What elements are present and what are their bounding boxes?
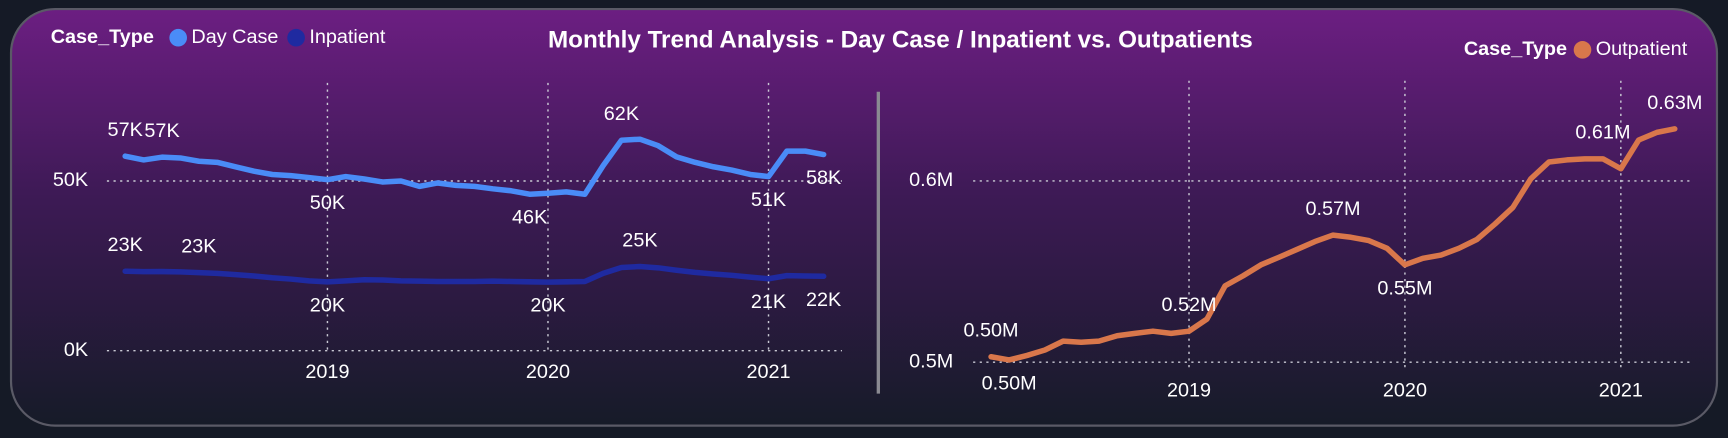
legend-marker (287, 28, 305, 47)
legend-marker (169, 28, 188, 47)
data-label: 58K (806, 167, 841, 189)
data-label: 20K (530, 295, 565, 317)
x-tick-label: 2021 (746, 361, 790, 383)
series-line (122, 263, 827, 285)
data-label: 20K (310, 294, 345, 316)
data-label: 0.61M (1575, 122, 1630, 144)
y-tick-label: 50K (53, 169, 88, 191)
legend-label: Inpatient (309, 26, 386, 48)
data-label: 0.52M (1161, 294, 1216, 316)
data-label: 23K (181, 236, 216, 258)
data-label: 0.50M (982, 372, 1037, 394)
data-label: 23K (108, 234, 143, 256)
data-label: 21K (751, 291, 786, 313)
x-tick-label: 2019 (1167, 380, 1211, 402)
y-tick-label: 0K (64, 339, 88, 361)
card (9, 7, 1719, 427)
data-label: 50K (310, 192, 345, 214)
data-label: 57K (144, 120, 179, 142)
data-label: 0.63M (1647, 92, 1702, 114)
y-tick-label: 0.5M (909, 350, 953, 372)
legend-title: Case_Type (1464, 38, 1567, 60)
data-label: 0.57M (1305, 198, 1360, 220)
legend-title: Case_Type (51, 26, 154, 48)
data-label: 0.50M (963, 320, 1018, 342)
x-tick-label: 2020 (1383, 380, 1427, 402)
legend-label: Day Case (191, 26, 278, 48)
legend-marker (1573, 41, 1592, 59)
x-tick-label: 2019 (305, 361, 349, 383)
data-label: 57K (108, 119, 143, 141)
data-label: 25K (622, 229, 657, 251)
series-line (122, 136, 827, 197)
data-label: 0.55M (1377, 277, 1432, 299)
legend-label: Outpatient (1596, 38, 1688, 60)
data-label: 62K (604, 103, 639, 125)
data-label: 46K (512, 207, 547, 229)
data-label: 22K (806, 289, 841, 311)
x-tick-label: 2021 (1599, 380, 1643, 402)
series-line (988, 126, 1678, 363)
x-tick-label: 2020 (526, 361, 570, 383)
y-tick-label: 0.6M (909, 169, 953, 191)
page-title: Monthly Trend Analysis - Day Case / Inpa… (548, 26, 1253, 53)
data-label: 51K (751, 189, 786, 211)
